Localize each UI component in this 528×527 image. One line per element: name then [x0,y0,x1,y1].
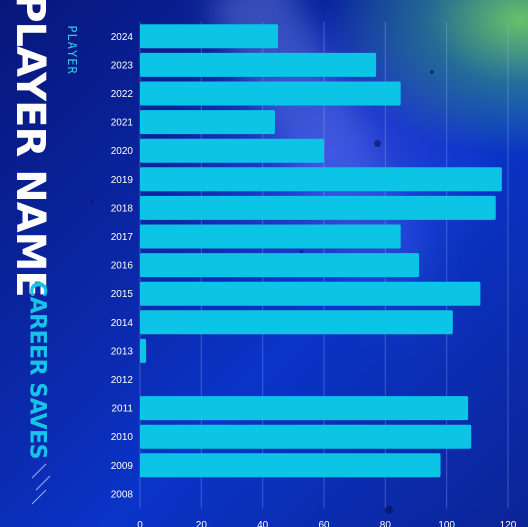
bar-2018 [140,195,496,220]
bar-2016 [140,253,420,278]
x-tick-label: 0 [137,520,143,527]
bar-2017 [140,224,401,249]
bar-2023 [140,52,377,77]
category-label: 2020 [111,146,134,157]
bar-2021 [140,110,275,135]
x-tick-label: 80 [380,520,392,527]
x-tick-label: 100 [438,520,455,527]
category-label: 2012 [111,375,134,386]
slash-decoration [31,463,51,505]
category-label: 2008 [111,489,134,500]
category-label: 2011 [111,404,133,415]
category-label: 2009 [111,461,134,472]
bar-2014 [140,310,453,335]
texture-speck [300,250,303,253]
x-tick-label: 20 [196,520,208,527]
texture-speck [385,506,393,514]
bar-2013 [140,338,147,363]
x-tick-label: 120 [500,520,517,527]
category-label: 2021 [111,118,134,129]
bar-2020 [140,138,324,163]
category-label: 2017 [111,232,134,243]
texture-speck [374,140,381,147]
texture-speck [90,200,93,203]
category-label: 2016 [111,261,134,272]
bar-2010 [140,424,472,449]
bar-2011 [140,396,469,421]
bar-2022 [140,81,401,106]
category-label: 2019 [111,175,134,186]
category-label: 2023 [111,60,134,71]
bars [140,24,502,478]
category-label: 2014 [111,318,134,329]
x-tick-label: 60 [318,520,330,527]
category-label: 2010 [111,432,134,443]
x-tick-label: 40 [257,520,269,527]
bar-2019 [140,167,502,192]
bar-2015 [140,281,481,306]
category-label: 2013 [111,346,134,357]
tick-labels: 0 20 40 60 80 100 120 [137,520,517,527]
bar-2009 [140,453,441,478]
texture-speck [430,70,434,74]
category-labels: 2024 2023 2022 2021 2020 2019 2018 2017 2016 2015… [111,32,134,501]
bar-2024 [140,24,278,49]
category-label: 2022 [111,89,134,100]
category-label: 2024 [111,32,134,43]
category-label: 2018 [111,203,134,214]
category-label: 2015 [111,289,134,300]
